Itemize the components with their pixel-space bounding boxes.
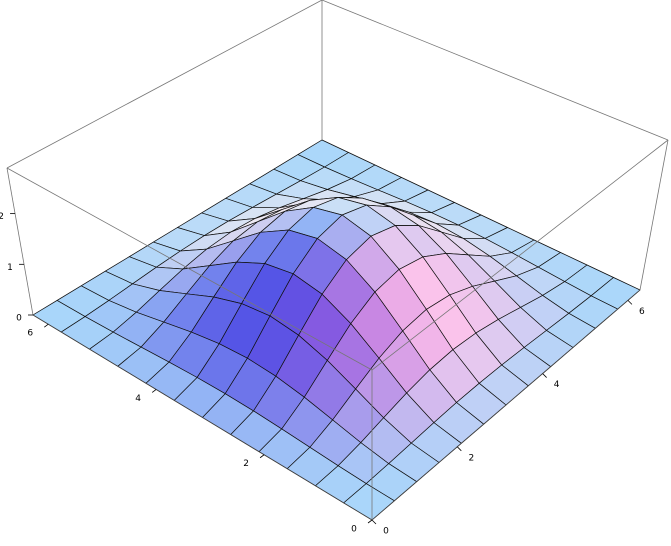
box-edge: [32, 314, 373, 521]
box-edge: [371, 139, 669, 371]
y-tick: [44, 323, 49, 328]
x-tick-label: 2: [468, 453, 474, 463]
y-tick: [151, 389, 157, 393]
box-edge: [321, 0, 669, 141]
box-edge: [639, 139, 669, 291]
x-tick-label: 0: [383, 527, 389, 537]
y-tick: [367, 519, 373, 524]
x-tick: [457, 446, 462, 452]
y-tick-label: 6: [27, 329, 33, 339]
x-tick: [542, 373, 547, 378]
box-edge: [371, 289, 641, 521]
box-edge: [6, 0, 323, 169]
z-tick-label: 1: [7, 263, 13, 273]
y-tick-label: 0: [351, 525, 357, 535]
z-tick-label: 2: [0, 212, 4, 222]
y-tick: [259, 454, 265, 459]
x-tick-label: 6: [639, 307, 645, 317]
y-tick-label: 2: [243, 459, 249, 469]
x-tick: [627, 300, 633, 305]
x-tick: [371, 519, 377, 525]
box-edge: [6, 167, 34, 316]
y-tick-label: 4: [135, 394, 141, 404]
x-tick-label: 4: [554, 380, 560, 390]
z-tick-label: 0: [16, 314, 22, 324]
box-edge: [6, 167, 373, 371]
